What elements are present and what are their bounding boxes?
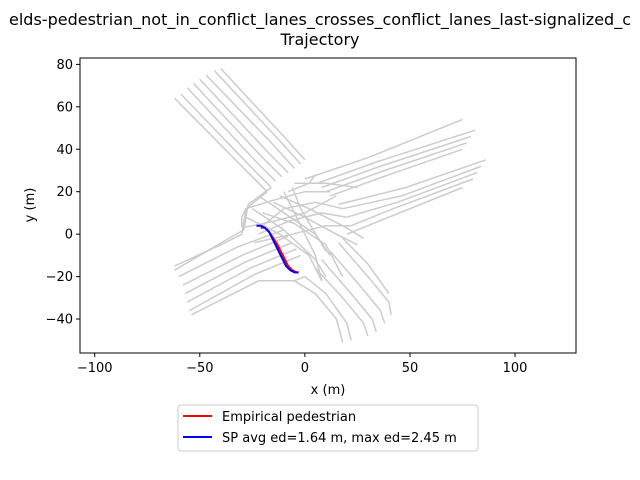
x-tick-label: 50 bbox=[402, 361, 419, 376]
lane-line-9 bbox=[174, 186, 272, 271]
lane-line-21 bbox=[329, 250, 386, 324]
lanes-layer bbox=[174, 68, 486, 343]
lane-line-3 bbox=[192, 82, 283, 178]
chart-title-line2: Trajectory bbox=[280, 30, 360, 49]
lane-line-24 bbox=[346, 186, 463, 235]
legend-box bbox=[177, 404, 479, 452]
lane-line-12 bbox=[182, 235, 289, 286]
plot-frame bbox=[79, 57, 577, 354]
legend: Empirical pedestrian SP avg ed=1.64 m, m… bbox=[177, 404, 479, 452]
lane-line-47 bbox=[241, 195, 337, 229]
y-tick-label: 80 bbox=[56, 58, 73, 73]
lane-line-36 bbox=[262, 212, 344, 277]
lane-line-5 bbox=[205, 74, 295, 169]
lane-line-0 bbox=[174, 97, 268, 193]
lane-line-7 bbox=[220, 68, 306, 161]
lane-line-43 bbox=[291, 187, 327, 252]
legend-label-empirical: Empirical pedestrian bbox=[222, 410, 356, 425]
lane-line-17 bbox=[294, 280, 344, 343]
series-layer bbox=[256, 224, 299, 274]
lane-line-16 bbox=[191, 275, 306, 316]
y-tick-label: 60 bbox=[56, 100, 73, 115]
y-tick-label: 40 bbox=[56, 143, 73, 158]
lane-line-19 bbox=[314, 267, 369, 337]
y-tick-label: −20 bbox=[46, 270, 73, 285]
lane-line-33 bbox=[304, 118, 463, 180]
y-tick-label: 0 bbox=[65, 228, 73, 243]
y-tick-label: −40 bbox=[46, 313, 73, 328]
lane-line-42 bbox=[283, 191, 323, 281]
lane-line-26 bbox=[346, 171, 478, 218]
lane-line-27 bbox=[342, 165, 482, 210]
lane-line-37 bbox=[251, 208, 327, 277]
x-axis-ticks: −100 −50 0 50 100 bbox=[77, 353, 528, 376]
x-axis-label: x (m) bbox=[311, 383, 346, 398]
lane-line-44 bbox=[262, 201, 343, 227]
lane-line-6 bbox=[213, 70, 302, 165]
lane-line-45 bbox=[258, 212, 348, 235]
lane-line-2 bbox=[186, 87, 277, 182]
lane-line-11 bbox=[178, 229, 285, 278]
lane-line-40 bbox=[279, 195, 365, 240]
lane-line-20 bbox=[321, 259, 378, 333]
y-axis-ticks: −40 −20 0 20 40 60 80 bbox=[46, 58, 80, 328]
lane-line-14 bbox=[186, 248, 297, 303]
lane-line-28 bbox=[338, 159, 486, 206]
lane-line-22 bbox=[337, 242, 392, 315]
x-tick-label: −50 bbox=[186, 361, 213, 376]
sp-trajectory-line bbox=[256, 224, 299, 274]
lane-line-4 bbox=[199, 78, 289, 174]
lane-line-32 bbox=[317, 129, 476, 184]
lane-line-29 bbox=[329, 148, 463, 197]
lane-line-18 bbox=[304, 276, 352, 341]
x-tick-label: −100 bbox=[77, 361, 113, 376]
x-tick-label: 100 bbox=[503, 361, 528, 376]
lane-line-30 bbox=[325, 142, 467, 193]
lane-line-48 bbox=[245, 190, 331, 210]
y-tick-label: 20 bbox=[56, 185, 73, 200]
chart-title-line1: elds-pedestrian_not_in_conflict_lanes_cr… bbox=[9, 10, 631, 30]
lane-line-10 bbox=[241, 208, 247, 228]
lane-line-39 bbox=[273, 201, 358, 246]
lane-line-25 bbox=[350, 178, 474, 227]
lane-line-13 bbox=[184, 241, 293, 295]
lane-line-23 bbox=[342, 237, 390, 295]
lane-line-35 bbox=[287, 174, 317, 193]
lane-line-31 bbox=[321, 135, 472, 189]
lane-line-1 bbox=[180, 93, 272, 189]
legend-label-sp: SP avg ed=1.64 m, max ed=2.45 m bbox=[222, 431, 457, 446]
lane-line-34 bbox=[294, 182, 358, 189]
y-axis-label: y (m) bbox=[23, 188, 38, 223]
plot-area bbox=[79, 57, 577, 354]
x-tick-label: 0 bbox=[301, 361, 309, 376]
